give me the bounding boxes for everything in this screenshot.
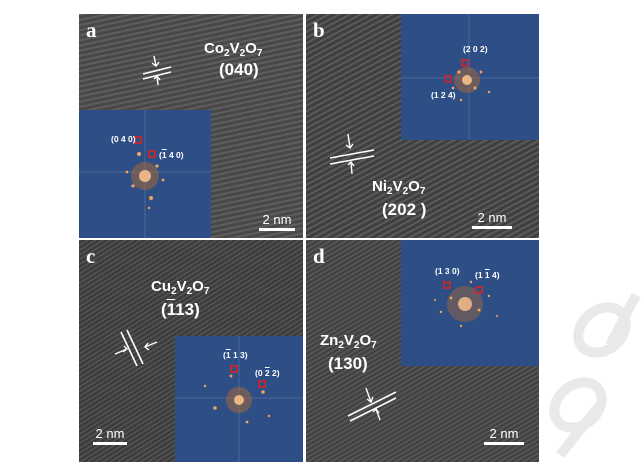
panel-a-co2v2o7: a Co2V2O7 (040) [79, 14, 303, 238]
panel-letter-c: c [86, 244, 96, 268]
fft-label-a-1: (0 4 0) [111, 134, 136, 144]
fft-inset-c: (1 1 3) (0 2 2) [175, 336, 303, 462]
panel-letter-b: b [313, 18, 325, 42]
fft-label-a-2: (1 4 0) [159, 150, 184, 160]
fft-inset-d: (1 3 0) (1 1 4) [401, 240, 539, 366]
fft-inset-b: (2 0 2) (1 2 4) [401, 14, 539, 140]
scale-bar-b: 2 nm [472, 210, 512, 229]
lattice-plane-c: (113) [161, 300, 200, 319]
fringe-spacing-marker-d [347, 387, 397, 422]
lattice-plane-b: (202 ) [382, 200, 427, 219]
panel-b-ni2v2o7: b (2 0 2) (1 2 4) [306, 14, 539, 238]
fft-label-d-2: (1 1 4) [475, 270, 500, 280]
panel-c-cu2v2o7: c Cu2V2O7 (113) [79, 240, 303, 462]
watermark-mark [549, 292, 641, 459]
compound-formula-c: Cu2V2O7 [151, 278, 210, 297]
lattice-plane-d: (130) [328, 354, 368, 373]
scale-bar-a: 2 nm [259, 212, 295, 231]
fft-label-c-2: (0 2 2) [255, 368, 280, 378]
compound-formula-b: Ni2V2O7 [372, 178, 426, 197]
scale-bar-c: 2 nm [93, 426, 127, 445]
fft-label-b-1: (2 0 2) [463, 44, 488, 54]
panel-d-zn2v2o7: d (1 3 0) (1 1 4) Zn2V2O7 ( [306, 240, 539, 462]
fft-label-c-1: (1 1 3) [223, 350, 248, 360]
fringe-spacing-marker-c [114, 329, 158, 367]
lattice-plane-a: (040) [219, 60, 259, 79]
fft-label-d-1: (1 3 0) [435, 266, 460, 276]
compound-formula-d: Zn2V2O7 [320, 332, 377, 351]
scale-bar-d: 2 nm [484, 426, 524, 445]
fringe-spacing-marker-b [329, 133, 375, 175]
fft-label-b-2: (1 2 4) [431, 90, 456, 100]
panel-letter-d: d [313, 244, 325, 268]
panel-letter-a: a [86, 18, 97, 42]
fft-inset-a: (0 4 0) (1 4 0) [79, 110, 211, 238]
fringe-spacing-marker-a [142, 55, 172, 86]
compound-formula-a: Co2V2O7 [204, 40, 263, 59]
